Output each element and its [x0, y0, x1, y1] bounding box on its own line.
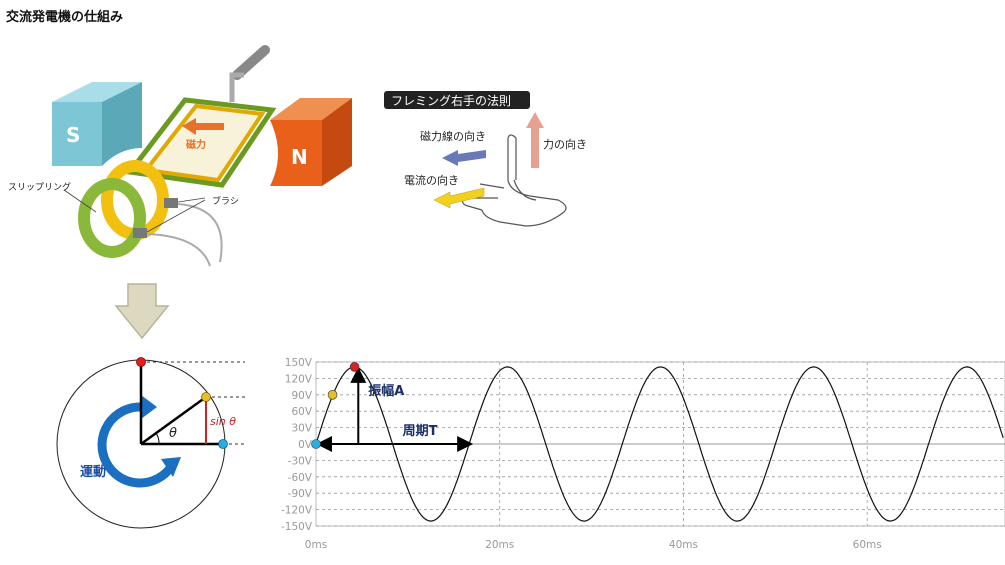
- field-arrow: 磁力: [182, 118, 224, 151]
- y-tick-label: 0V: [298, 439, 313, 451]
- fleming-rule-illustration: フレミング右手の法則 力の向き 磁力線の向き 電流の向き: [384, 91, 587, 227]
- curve-marker: [311, 439, 321, 449]
- curve-marker: [349, 362, 360, 372]
- y-tick-label: -120V: [281, 505, 313, 517]
- crank-handle: [229, 45, 270, 102]
- x-tick-label: 0ms: [305, 539, 327, 551]
- rotation-circle-diagram: 運動 θ sin θ: [56, 357, 245, 529]
- field-direction-arrow: [442, 150, 486, 166]
- force-arrow: [526, 112, 544, 168]
- current-direction-label: 電流の向き: [404, 173, 459, 187]
- y-tick-label: 120V: [285, 373, 313, 385]
- x-tick-label: 60ms: [853, 539, 882, 551]
- brush-label: ブラシ: [212, 195, 239, 207]
- waveform-chart: 150V 120V 90V 60V 30V 0V -30V -60V -90V -120V -150…: [281, 357, 1005, 551]
- slip-rings: [78, 160, 169, 258]
- generator-illustration: S N 磁力 ブラシ スリップリング: [8, 45, 352, 267]
- radius-angle: [140, 395, 207, 446]
- y-tick-label: 90V: [291, 390, 312, 402]
- curve-marker: [327, 389, 338, 400]
- fleming-title-box: [384, 91, 530, 109]
- rotation-arrow-icon: [97, 395, 181, 488]
- start-point: [218, 439, 228, 449]
- brushes: ブラシ: [133, 195, 239, 267]
- y-tick-label: -30V: [288, 455, 313, 467]
- field-direction-label: 磁力線の向き: [420, 129, 486, 143]
- y-tick-label: -60V: [288, 472, 313, 484]
- magnet-s-label: S: [66, 123, 80, 147]
- magnet-n: N: [270, 98, 352, 186]
- field-label: 磁力: [186, 138, 206, 151]
- y-tick-label: 30V: [291, 423, 312, 435]
- top-point: [136, 357, 146, 367]
- x-tick-label: 40ms: [669, 539, 698, 551]
- coil: [125, 97, 277, 188]
- y-tick-label: 150V: [285, 357, 313, 369]
- current-direction-arrow: [433, 187, 485, 209]
- fleming-title: フレミング右手の法則: [391, 93, 511, 108]
- motion-label: 運動: [80, 464, 106, 480]
- magnet-n-label: N: [291, 145, 308, 169]
- y-tick-label: -150V: [281, 521, 313, 533]
- force-direction-label: 力の向き: [543, 137, 587, 151]
- y-tick-label: 60V: [291, 406, 312, 418]
- y-tick-label: -90V: [288, 488, 313, 500]
- sin-theta-label: sin θ: [210, 415, 236, 428]
- angle-point: [201, 392, 211, 402]
- series-line: [315, 366, 1004, 522]
- slip-ring-label: スリップリング: [8, 181, 71, 193]
- theta-label: θ: [169, 426, 177, 441]
- period-label: 周期T: [403, 424, 438, 439]
- amplitude-label: 振幅A: [368, 383, 404, 399]
- magnet-s: S: [52, 82, 142, 166]
- page-title: 交流発電機の仕組み: [6, 10, 124, 25]
- x-tick-label: 20ms: [485, 539, 514, 551]
- down-arrow-icon: [114, 283, 170, 340]
